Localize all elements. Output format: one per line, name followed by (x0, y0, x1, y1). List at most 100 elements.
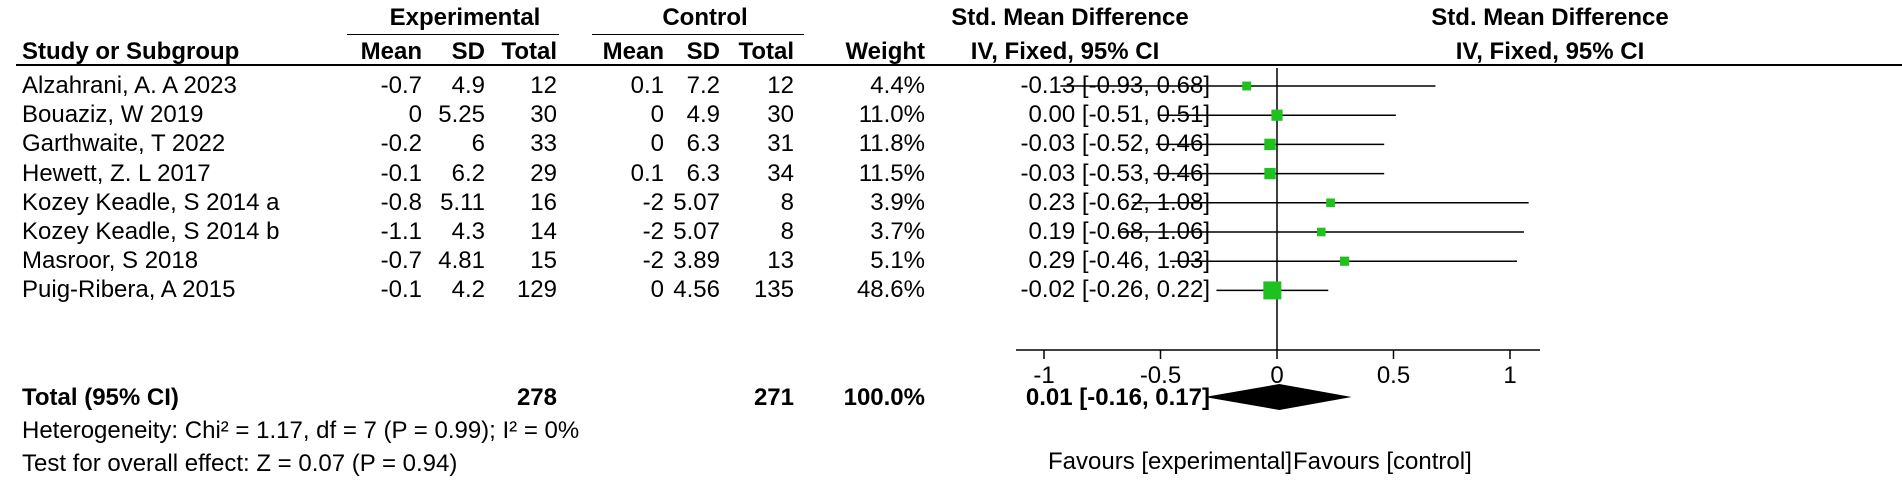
sd-control: 4.56 (673, 276, 720, 304)
header-smd-column: Std. Mean Difference (951, 4, 1189, 31)
weight: 11.5% (858, 159, 925, 187)
header-sd-control: SD (686, 38, 720, 65)
sd-experimental: 5.25 (438, 101, 485, 129)
table-row: Hewett, Z. L 2017 -0.1 6.2 29 0.1 6.3 34 11.5% -… (0, 160, 1230, 194)
weight: 48.6% (856, 276, 925, 304)
study-name: Bouaziz, W 2019 (22, 101, 204, 129)
table-row: Alzahrani, A. A 2023 -0.7 4.9 12 0.1 7.2 12 4.4… (0, 72, 1230, 106)
study-name: Masroor, S 2018 (22, 247, 199, 275)
mean-control: 0 (650, 101, 664, 129)
header-total-control: Total (738, 38, 794, 65)
mean-experimental: -0.7 (380, 247, 422, 275)
total-experimental: 33 (530, 130, 557, 158)
total-experimental: 29 (530, 159, 557, 187)
mean-control: 0.1 (630, 72, 664, 99)
total-ci-text: 0.01 [-0.16, 0.17] (1025, 384, 1210, 411)
header-underline (16, 64, 1902, 66)
weight: 5.1% (870, 247, 925, 275)
weight: 4.4% (870, 72, 925, 99)
study-marker (1263, 281, 1282, 300)
total-control: 12 (767, 72, 794, 99)
overall-effect-text: Test for overall effect: Z = 0.07 (P = 0… (22, 450, 458, 477)
study-name: Hewett, Z. L 2017 (22, 159, 211, 187)
xlabel-right: Favours [control] (1293, 448, 1472, 475)
ci-text: -0.02 [-0.26, 0.22] (1020, 276, 1210, 304)
x-tick-label: 1 (1503, 362, 1516, 389)
total-experimental: 15 (530, 247, 557, 275)
header-study: Study or Subgroup (22, 38, 240, 65)
sd-control: 6.3 (686, 159, 720, 187)
mean-control: -2 (642, 218, 664, 245)
total-control: 31 (767, 130, 794, 158)
study-marker (1264, 138, 1276, 151)
control-underline (592, 34, 804, 35)
mean-experimental: -0.1 (380, 276, 422, 304)
table-row: Kozey Keadle, S 2014 b -1.1 4.3 14 -2 5.07 8 3.… (0, 218, 1230, 252)
x-tick-label: 0.5 (1377, 362, 1410, 389)
study-marker (1316, 227, 1326, 237)
sd-experimental: 4.9 (451, 72, 485, 99)
study-name: Kozey Keadle, S 2014 b (22, 218, 280, 245)
header-experimental: Experimental (389, 4, 541, 31)
header-method-column: IV, Fixed, 95% CI (970, 38, 1160, 65)
total-control: 13 (767, 247, 794, 275)
header-weight: Weight (845, 38, 925, 65)
header-sd-experimental: SD (451, 38, 485, 65)
header-total-experimental: Total (501, 38, 557, 65)
study-name: Garthwaite, T 2022 (22, 130, 226, 158)
table-row: Bouaziz, W 2019 0 5.25 30 0 4.9 30 11.0% 0.00 [-… (0, 101, 1230, 135)
total-experimental: 14 (530, 218, 557, 245)
pooled-diamond (1204, 384, 1352, 410)
mean-experimental: -0.8 (380, 188, 422, 216)
header-mean-experimental: Mean (360, 38, 422, 65)
mean-experimental: -1.1 (380, 218, 422, 245)
mean-experimental: -0.2 (380, 130, 422, 158)
study-marker (1242, 81, 1252, 91)
total-experimental: 129 (516, 276, 557, 304)
table-row: Garthwaite, T 2022 -0.2 6 33 0 6.3 31 11.8% -0.0… (0, 130, 1230, 164)
mean-experimental: 0 (408, 101, 422, 129)
heterogeneity-text: Heterogeneity: Chi² = 1.17, df = 7 (P = … (22, 417, 580, 444)
study-marker (1339, 256, 1350, 266)
sd-experimental: 4.2 (451, 276, 485, 304)
sd-control: 6.3 (686, 130, 720, 158)
sd-control: 3.89 (673, 247, 720, 275)
study-marker (1271, 109, 1283, 121)
x-tick-label: 0 (1270, 362, 1283, 389)
study-name: Puig-Ribera, A 2015 (22, 276, 236, 304)
sd-control: 7.2 (686, 72, 720, 99)
header-smd-plot: Std. Mean Difference (1431, 4, 1669, 31)
mean-experimental: -0.7 (380, 72, 422, 99)
total-control: 30 (767, 101, 794, 129)
x-tick-label: -0.5 (1140, 362, 1181, 389)
total-control: 271 (753, 384, 794, 411)
sd-control: 5.07 (673, 218, 720, 245)
table-row: Kozey Keadle, S 2014 a -0.8 5.11 16 -2 5.07 8 3… (0, 189, 1230, 223)
total-label: Total (95% CI) (22, 384, 179, 411)
total-experimental: 12 (530, 72, 557, 99)
weight: 3.9% (870, 188, 925, 216)
study-marker (1264, 167, 1276, 180)
study-name: Alzahrani, A. A 2023 (22, 72, 237, 99)
total-weight: 100.0% (843, 384, 925, 411)
x-tick-label: -1 (1033, 362, 1054, 389)
total-control: 34 (767, 159, 794, 187)
sd-control: 4.9 (686, 101, 720, 129)
total-control: 8 (780, 188, 794, 216)
mean-experimental: -0.1 (380, 159, 422, 187)
mean-control: 0 (650, 130, 664, 158)
sd-experimental: 6 (471, 130, 485, 158)
weight: 11.8% (858, 130, 925, 158)
header-mean-control: Mean (602, 38, 664, 65)
sd-control: 5.07 (673, 188, 720, 216)
mean-control: 0 (650, 276, 664, 304)
sd-experimental: 4.3 (451, 218, 485, 245)
experimental-underline (347, 34, 559, 35)
total-experimental: 16 (530, 188, 557, 216)
header-method-plot: IV, Fixed, 95% CI (1455, 38, 1645, 65)
mean-control: -2 (642, 247, 664, 275)
total-experimental: 278 (516, 384, 557, 411)
weight: 11.0% (858, 101, 925, 129)
mean-control: -2 (642, 188, 664, 216)
